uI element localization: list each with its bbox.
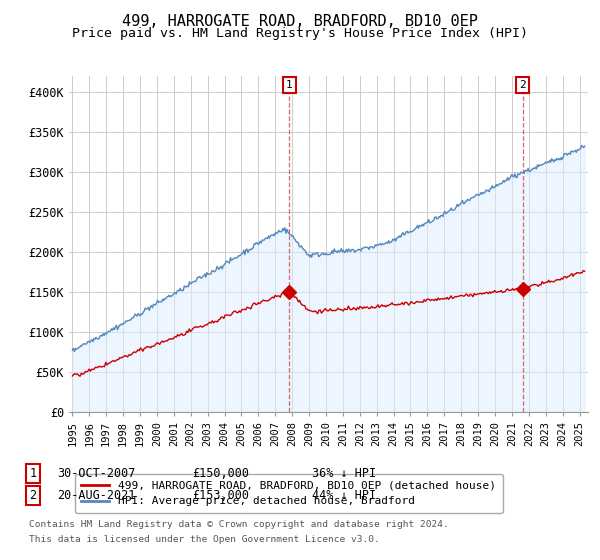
- Text: 1: 1: [286, 80, 293, 90]
- Text: This data is licensed under the Open Government Licence v3.0.: This data is licensed under the Open Gov…: [29, 535, 380, 544]
- Text: Contains HM Land Registry data © Crown copyright and database right 2024.: Contains HM Land Registry data © Crown c…: [29, 520, 449, 529]
- Text: 44% ↓ HPI: 44% ↓ HPI: [312, 489, 376, 502]
- Legend: 499, HARROGATE ROAD, BRADFORD, BD10 0EP (detached house), HPI: Average price, de: 499, HARROGATE ROAD, BRADFORD, BD10 0EP …: [74, 474, 503, 513]
- Text: £150,000: £150,000: [192, 466, 249, 480]
- Text: £153,000: £153,000: [192, 489, 249, 502]
- Text: Price paid vs. HM Land Registry's House Price Index (HPI): Price paid vs. HM Land Registry's House …: [72, 27, 528, 40]
- Text: 2: 2: [520, 80, 526, 90]
- Text: 30-OCT-2007: 30-OCT-2007: [57, 466, 136, 480]
- Text: 1: 1: [29, 466, 37, 480]
- Text: 20-AUG-2021: 20-AUG-2021: [57, 489, 136, 502]
- Text: 499, HARROGATE ROAD, BRADFORD, BD10 0EP: 499, HARROGATE ROAD, BRADFORD, BD10 0EP: [122, 14, 478, 29]
- Text: 2: 2: [29, 489, 37, 502]
- Text: 36% ↓ HPI: 36% ↓ HPI: [312, 466, 376, 480]
